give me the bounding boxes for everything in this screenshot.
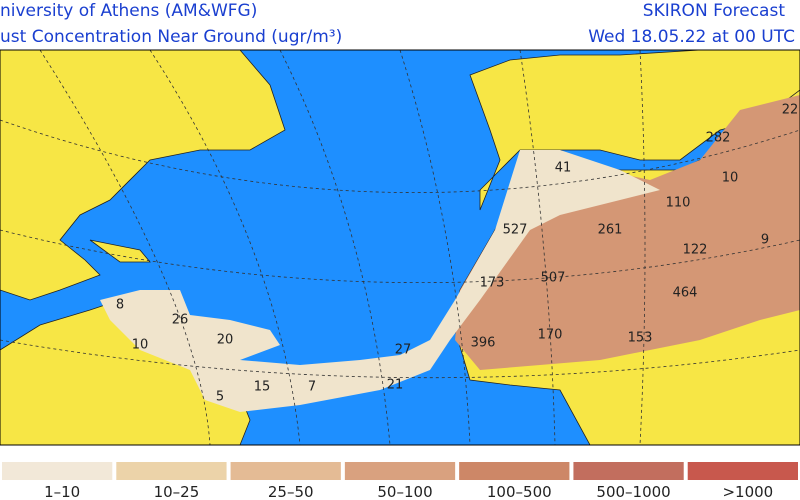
- legend-swatch: [687, 462, 798, 480]
- legend-label: 25–50: [268, 483, 314, 500]
- map-frame: [0, 49, 800, 446]
- legend-swatch: [2, 462, 113, 480]
- land: [89, 239, 151, 263]
- legend-label: 50–100: [377, 483, 432, 500]
- concentration-label: 5: [216, 390, 224, 405]
- concentration-label: 507: [541, 271, 566, 286]
- legend-label: 10–25: [154, 483, 200, 500]
- dust-area: [455, 95, 800, 370]
- legend-swatch: [230, 462, 341, 480]
- concentration-label: 7: [308, 380, 316, 395]
- concentration-label: 396: [471, 336, 496, 351]
- legend-swatch: [573, 462, 684, 480]
- header-right-2: Wed 18.05.22 at 00 UTC: [588, 27, 795, 47]
- concentration-label: 41: [555, 161, 572, 176]
- concentration-label: 22: [782, 103, 799, 118]
- dust-plume: [100, 150, 660, 412]
- concentration-label: 527: [503, 223, 528, 238]
- concentration-label: 27: [395, 343, 412, 358]
- header-left-2: ust Concentration Near Ground (ugr/m³): [0, 27, 342, 47]
- concentration-label: 8: [116, 298, 124, 313]
- concentration-label: 9: [761, 233, 769, 248]
- legend-label: 100–500: [487, 483, 552, 500]
- legend-swatch: [459, 462, 570, 480]
- concentration-label: 464: [673, 286, 698, 301]
- concentration-label: 153: [628, 331, 653, 346]
- concentration-label: 20: [217, 333, 234, 348]
- concentration-label: 10: [722, 171, 739, 186]
- concentration-label: 21: [387, 378, 404, 393]
- concentration-label: 170: [538, 328, 563, 343]
- concentration-label: 122: [683, 243, 708, 258]
- concentration-label: 282: [706, 131, 731, 146]
- legend-label: >1000: [722, 483, 773, 500]
- concentration-label: 261: [598, 223, 623, 238]
- graticule: [0, 49, 800, 446]
- land: [469, 49, 800, 211]
- legend-swatch: [344, 462, 456, 480]
- concentration-label: 10: [132, 338, 149, 353]
- legend-swatch: [116, 462, 227, 480]
- header-right-1: SKIRON Forecast: [643, 1, 786, 21]
- concentration-label: 110: [666, 196, 691, 211]
- concentration-label: 26: [172, 313, 189, 328]
- header-left-1: niversity of Athens (AM&WFG): [0, 1, 257, 21]
- concentration-label: 15: [254, 380, 271, 395]
- concentration-label: 173: [480, 276, 505, 291]
- legend-label: 500–1000: [596, 483, 670, 500]
- land: [0, 49, 286, 301]
- legend-label: 1–10: [44, 483, 80, 500]
